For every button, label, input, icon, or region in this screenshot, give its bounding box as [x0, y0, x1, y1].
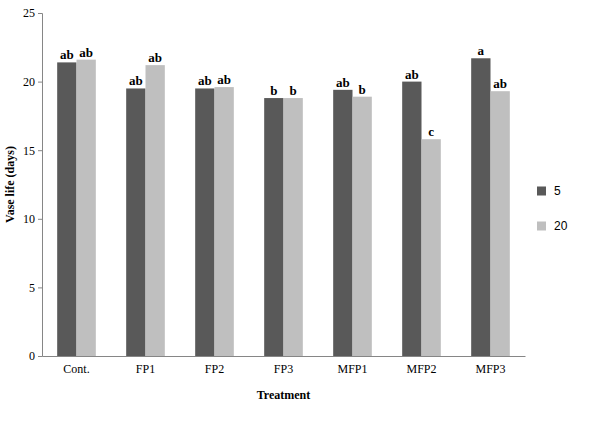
y-tick: 20 [23, 75, 42, 89]
y-tick-mark [38, 150, 42, 151]
y-axis-line [38, 14, 43, 357]
legend-swatch [537, 222, 546, 231]
bar [422, 139, 441, 356]
significance-letter: a [478, 43, 485, 58]
legend-label: 20 [554, 219, 568, 233]
x-tick-label: FP3 [274, 362, 293, 376]
x-axis-title: Treatment [257, 388, 311, 402]
y-tick-mark [38, 287, 42, 288]
x-tick: Cont. [63, 356, 89, 376]
significance-letter: ab [493, 76, 507, 91]
significance-letter: ab [336, 75, 350, 90]
y-tick: 5 [29, 281, 42, 295]
x-tick-label: FP2 [205, 362, 224, 376]
bar [195, 88, 214, 356]
y-tick: 0 [29, 349, 42, 363]
x-tick-label: MFP3 [475, 362, 505, 376]
y-tick-label: 5 [29, 281, 35, 295]
significance-letter: ab [129, 73, 143, 88]
y-tick-label: 15 [23, 144, 35, 158]
x-tick-label: FP1 [136, 362, 155, 376]
significance-letter: c [428, 124, 434, 139]
bar [146, 65, 165, 356]
legend: 5 20 [537, 184, 568, 233]
legend-swatch [537, 187, 546, 196]
bar [402, 82, 421, 356]
x-tick-label: MFP2 [406, 362, 436, 376]
bars [57, 58, 510, 356]
plot: abababbababaabababbbcab0510152025Cont.FP… [23, 6, 526, 375]
y-tick-label: 25 [23, 6, 35, 20]
x-tick-label: MFP1 [337, 362, 367, 376]
chart: abababbababaabababbbcab0510152025Cont.FP… [0, 0, 612, 426]
bar [215, 87, 234, 356]
y-tick-label: 20 [23, 75, 35, 89]
x-tick-label: Cont. [63, 362, 89, 376]
y-tick-mark [38, 82, 42, 83]
significance-letter: b [270, 83, 277, 98]
x-tick: MFP2 [406, 356, 436, 376]
y-tick-mark [38, 219, 42, 220]
legend-item: 5 [537, 184, 561, 198]
x-axis-line [43, 356, 526, 357]
significance-letter: ab [60, 47, 74, 62]
x-tick: MFP3 [475, 356, 505, 376]
significance-letter: ab [405, 67, 419, 82]
bar [353, 97, 372, 356]
bar [57, 62, 76, 356]
bar [264, 98, 283, 356]
significance-letter: ab [148, 50, 162, 65]
legend-label: 5 [554, 184, 561, 198]
y-axis: 0 5 10 15 20 25 [23, 6, 43, 363]
y-tick: 15 [23, 144, 42, 158]
significance-letter: ab [217, 72, 231, 87]
bar [77, 60, 96, 356]
bar [126, 88, 145, 356]
significance-letter: ab [198, 73, 212, 88]
y-tick-mark [38, 13, 42, 14]
bar [491, 91, 510, 356]
y-tick: 25 [23, 6, 42, 20]
significance-letter: b [359, 82, 366, 97]
annotations: abababbababaabababbbcab [60, 43, 507, 139]
y-tick-mark [38, 356, 42, 357]
x-tick: MFP1 [337, 356, 367, 376]
y-tick: 10 [23, 212, 42, 226]
x-tick: FP3 [274, 356, 293, 376]
x-axis: Cont. FP1 FP2 FP3 MFP1 MFP2 MFP3 [43, 356, 526, 376]
x-tick: FP2 [205, 356, 224, 376]
bar [284, 98, 303, 356]
bar [471, 58, 490, 356]
x-tick: FP1 [136, 356, 155, 376]
bar [333, 90, 352, 356]
y-axis-title: Vase life (days) [3, 146, 17, 223]
y-tick-label: 10 [23, 212, 35, 226]
y-tick-label: 0 [29, 349, 35, 363]
significance-letter: b [290, 83, 297, 98]
legend-item: 20 [537, 219, 568, 233]
significance-letter: ab [79, 45, 93, 60]
